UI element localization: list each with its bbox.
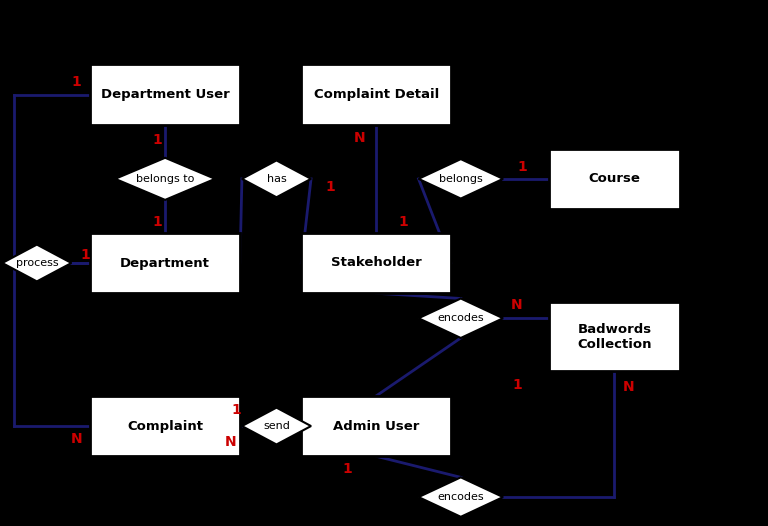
Text: Complaint: Complaint: [127, 420, 203, 432]
Text: 1: 1: [343, 462, 352, 477]
Text: has: has: [266, 174, 286, 184]
Text: 1: 1: [153, 215, 162, 229]
FancyBboxPatch shape: [301, 65, 451, 125]
FancyBboxPatch shape: [91, 396, 240, 456]
Text: Stakeholder: Stakeholder: [331, 257, 422, 269]
Polygon shape: [115, 158, 215, 200]
Polygon shape: [242, 408, 311, 444]
FancyBboxPatch shape: [91, 65, 240, 125]
Text: 1: 1: [518, 160, 527, 174]
Text: N: N: [224, 435, 237, 449]
Text: 1: 1: [81, 248, 90, 262]
Text: N: N: [511, 298, 523, 312]
Text: N: N: [622, 380, 634, 393]
Text: send: send: [263, 421, 290, 431]
Text: 1: 1: [326, 180, 335, 194]
Text: 1: 1: [512, 378, 521, 392]
FancyBboxPatch shape: [549, 302, 680, 371]
Text: N: N: [353, 131, 366, 145]
Text: process: process: [15, 258, 58, 268]
Polygon shape: [242, 160, 311, 197]
Text: encodes: encodes: [438, 313, 484, 323]
Text: Department User: Department User: [101, 88, 230, 101]
Text: belongs to: belongs to: [136, 174, 194, 184]
Text: Badwords
Collection: Badwords Collection: [577, 322, 652, 351]
Polygon shape: [419, 478, 503, 517]
Text: encodes: encodes: [438, 492, 484, 502]
FancyBboxPatch shape: [301, 232, 451, 294]
Text: 1: 1: [231, 403, 241, 417]
Text: Course: Course: [588, 173, 641, 185]
Text: N: N: [71, 432, 82, 446]
Text: Department: Department: [120, 257, 210, 269]
FancyBboxPatch shape: [301, 396, 451, 456]
Text: 1: 1: [153, 133, 162, 147]
Text: 1: 1: [399, 215, 408, 229]
Polygon shape: [2, 245, 71, 281]
Text: Complaint Detail: Complaint Detail: [313, 88, 439, 101]
FancyBboxPatch shape: [91, 232, 240, 294]
FancyBboxPatch shape: [549, 148, 680, 209]
Polygon shape: [419, 159, 503, 198]
Text: 1: 1: [71, 75, 81, 88]
Text: belongs: belongs: [439, 174, 482, 184]
Polygon shape: [419, 299, 503, 338]
Text: Admin User: Admin User: [333, 420, 419, 432]
